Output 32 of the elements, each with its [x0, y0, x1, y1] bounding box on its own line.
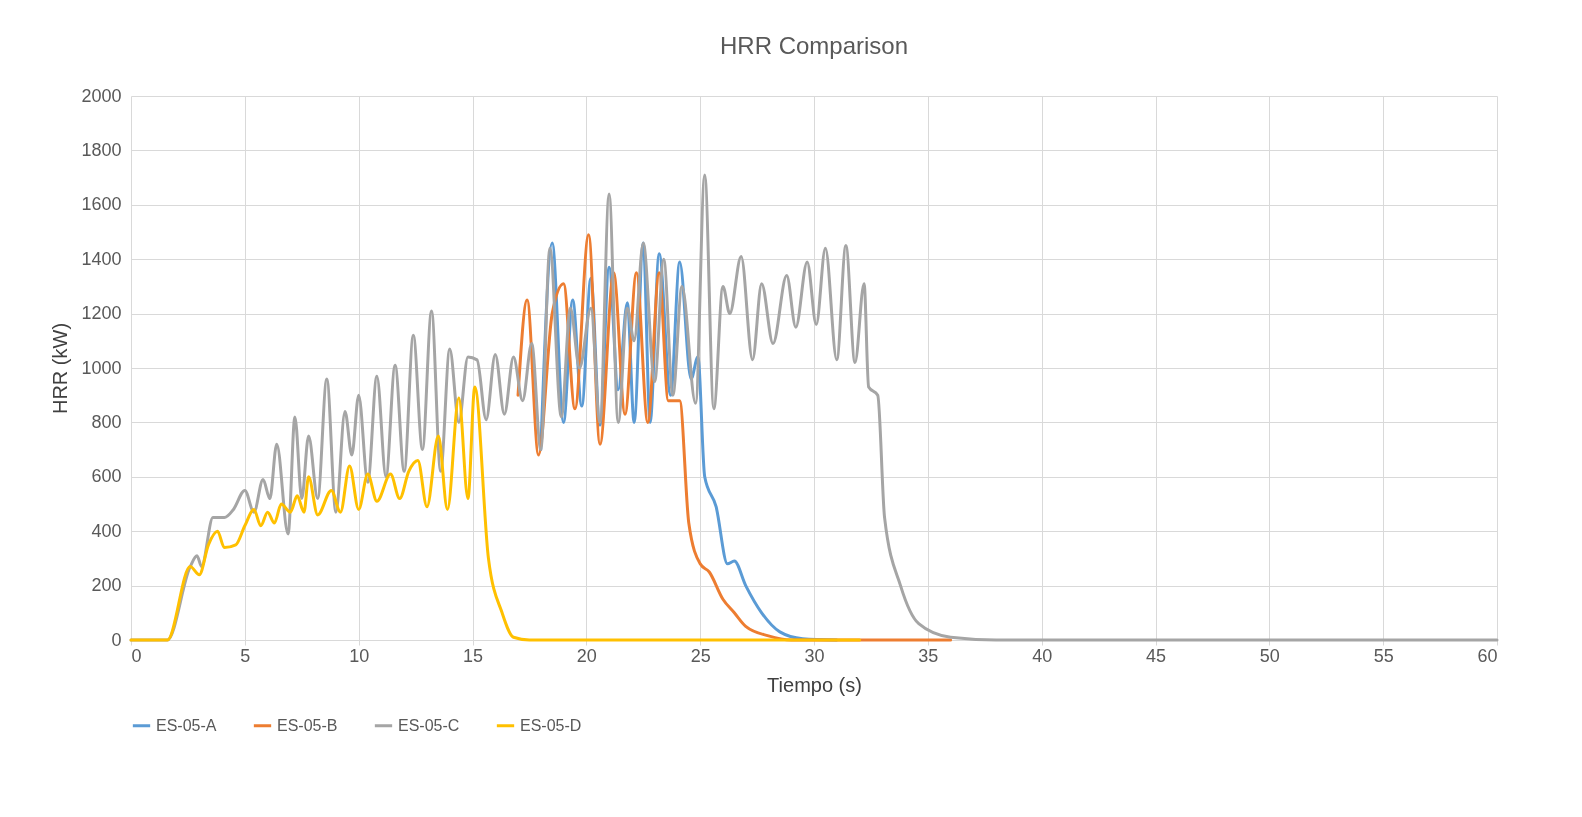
y-tick-label: 1400 [81, 248, 122, 269]
x-tick-label: 5 [240, 645, 251, 666]
x-axis-title: Tiempo (s) [767, 673, 862, 696]
x-tick-label: 20 [576, 645, 597, 666]
x-tick-label: 35 [918, 645, 939, 666]
x-tick-label: 45 [1145, 645, 1167, 666]
x-tick-label: 10 [349, 645, 370, 666]
y-tick-label: 600 [91, 466, 122, 487]
legend-label: ES-05-C [398, 716, 460, 734]
y-tick-label: 1800 [81, 139, 122, 160]
x-tick-label: 55 [1373, 645, 1394, 666]
y-tick-label: 400 [91, 520, 122, 541]
y-tick-label: 200 [91, 575, 122, 596]
y-tick-label: 1200 [81, 303, 122, 324]
x-tick-label: 60 [1477, 645, 1498, 666]
y-axis-title: HRR (kW) [49, 322, 72, 415]
x-tick-label: 40 [1032, 645, 1053, 666]
chart-title: HRR Comparison [719, 32, 909, 59]
x-tick-label: 25 [690, 645, 711, 666]
legend-label: ES-05-B [277, 716, 338, 734]
x-tick-label: 15 [462, 645, 484, 666]
legend-label: ES-05-D [520, 716, 582, 734]
x-tick-label: 30 [804, 645, 825, 666]
y-tick-label: 0 [111, 629, 122, 650]
legend-label: ES-05-A [156, 716, 217, 734]
y-tick-label: 800 [91, 411, 122, 432]
y-tick-label: 1000 [81, 357, 122, 378]
y-tick-label: 2000 [81, 85, 122, 106]
y-tick-label: 1600 [81, 194, 122, 215]
x-tick-label: 0 [131, 645, 142, 666]
x-tick-label: 50 [1259, 645, 1280, 666]
line-series [129, 385, 862, 642]
